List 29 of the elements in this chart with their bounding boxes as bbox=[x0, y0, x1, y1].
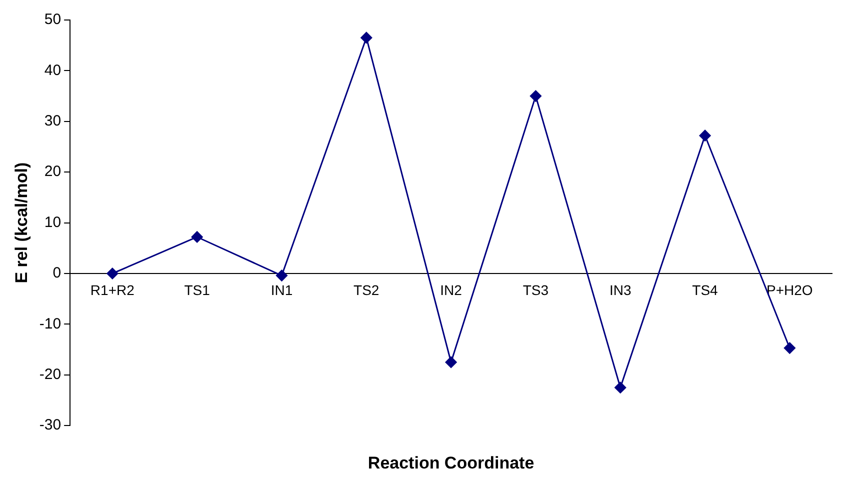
y-tick-label: -20 bbox=[39, 366, 62, 384]
x-tick-label: IN1 bbox=[270, 282, 293, 298]
x-tick-label: IN2 bbox=[440, 282, 462, 298]
y-tick-label: 50 bbox=[44, 11, 62, 28]
y-tick-label: 30 bbox=[44, 112, 62, 130]
y-tick-label: 0 bbox=[52, 264, 62, 282]
x-tick-label: P+H2O bbox=[766, 282, 813, 298]
y-tick-label: -30 bbox=[39, 416, 62, 434]
point bbox=[614, 382, 626, 394]
x-tick-label: TS3 bbox=[522, 282, 549, 298]
point bbox=[445, 356, 457, 368]
y-axis-title: E rel (kcal/mol) bbox=[12, 162, 31, 284]
x-tick-label: TS4 bbox=[692, 282, 718, 298]
x-tick-label: IN3 bbox=[609, 282, 632, 298]
y-tick-label: 20 bbox=[44, 163, 62, 180]
point bbox=[530, 90, 542, 102]
x-axis-title: Reaction Coordinate bbox=[368, 453, 534, 472]
x-tick-label: TS2 bbox=[354, 282, 380, 298]
point bbox=[360, 32, 372, 44]
point bbox=[106, 268, 118, 280]
x-tick-label: R1+R2 bbox=[90, 282, 135, 298]
point bbox=[276, 270, 288, 282]
y-tick-label: -10 bbox=[39, 315, 62, 332]
point bbox=[784, 342, 796, 354]
x-tick-label: TS1 bbox=[184, 282, 210, 298]
y-tick-label: 10 bbox=[44, 214, 62, 231]
point bbox=[699, 130, 711, 142]
point bbox=[191, 231, 203, 243]
y-tick-label: 40 bbox=[44, 62, 62, 79]
